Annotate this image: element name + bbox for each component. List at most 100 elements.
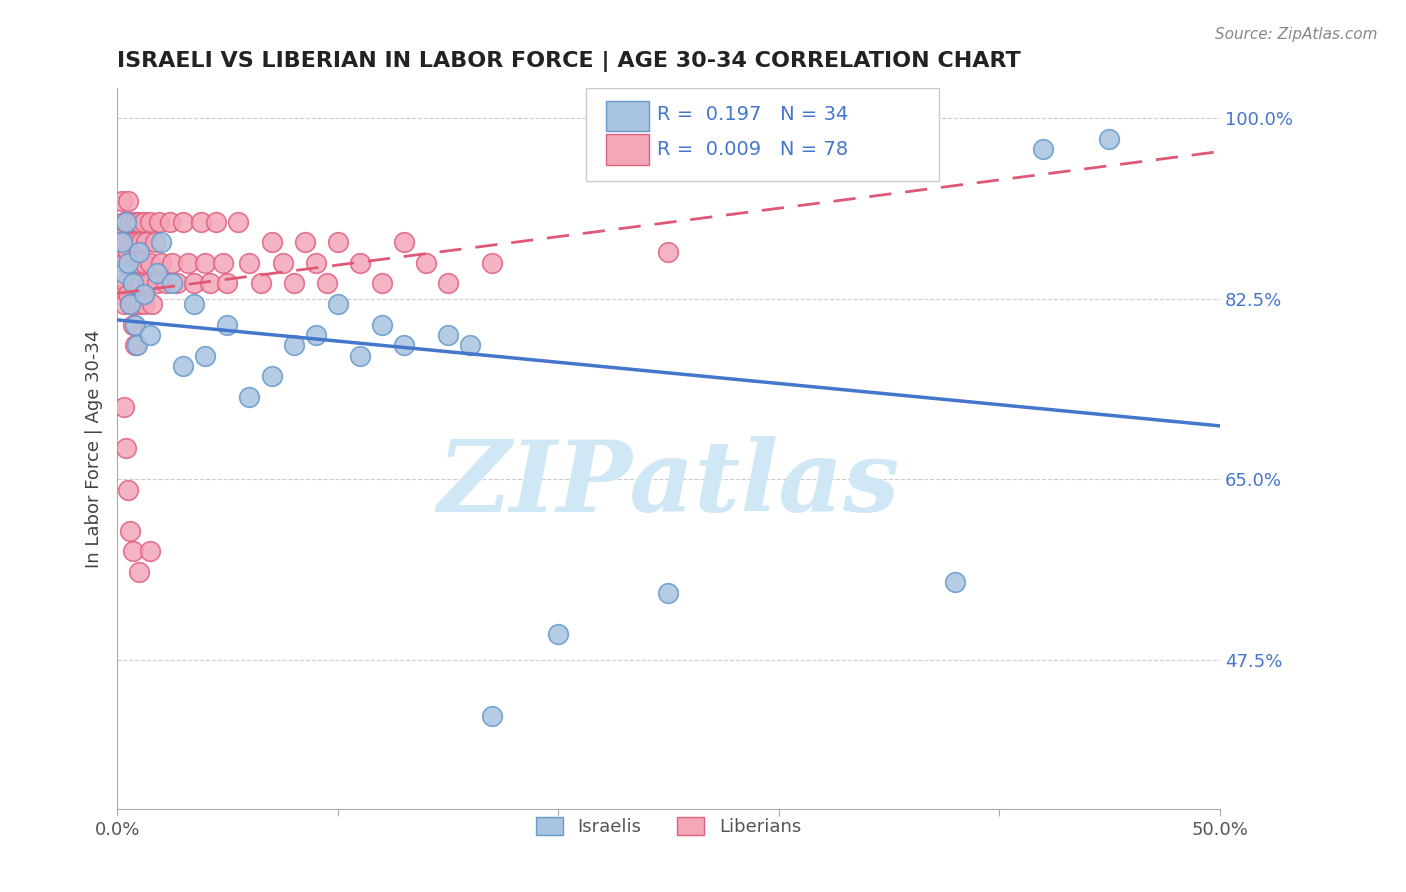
Point [120,256,142,270]
Point [162,256,184,270]
Point [108,235,131,249]
Point [326,235,349,249]
Point [657,585,679,599]
Point [943,575,966,590]
Point [150,256,173,270]
Point [315,277,337,291]
Point [112,297,135,311]
Point [212,256,235,270]
Point [124,318,146,332]
Point [371,277,394,291]
Point [657,245,679,260]
Point [117,483,139,497]
Point [125,277,148,291]
Point [128,297,150,311]
Point [183,277,205,291]
Text: ISRAELI VS LIBERIAN IN LABOR FORCE | AGE 30-34 CORRELATION CHART: ISRAELI VS LIBERIAN IN LABOR FORCE | AGE… [117,51,1021,71]
Point [110,286,132,301]
Point [177,256,200,270]
Point [132,256,155,270]
Point [121,277,143,291]
Point [217,318,239,332]
Point [115,235,138,249]
Point [110,245,132,260]
Point [132,214,155,228]
Point [458,338,481,352]
Point [117,286,139,301]
FancyBboxPatch shape [606,135,648,165]
Point [139,214,162,228]
Point [349,349,371,363]
Point [121,277,143,291]
Point [120,297,142,311]
Point [150,235,173,249]
Point [148,214,170,228]
Point [131,235,153,249]
Point [162,277,184,291]
Point [481,709,503,723]
Point [112,400,135,414]
Point [294,235,316,249]
Point [1098,132,1121,146]
Legend: Israelis, Liberians: Israelis, Liberians [529,810,808,844]
Point [128,245,150,260]
Point [146,266,169,280]
Text: R =  0.009   N = 78: R = 0.009 N = 78 [658,140,849,159]
Point [136,277,159,291]
Point [159,214,181,228]
Point [271,256,294,270]
Point [124,214,146,228]
Point [143,235,166,249]
Point [125,338,148,352]
Point [155,277,177,291]
Point [124,256,146,270]
Point [194,256,217,270]
Text: R =  0.197   N = 34: R = 0.197 N = 34 [658,105,849,125]
Point [190,214,212,228]
Point [112,214,135,228]
Point [112,256,135,270]
Point [110,235,132,249]
Point [392,338,415,352]
Point [120,297,142,311]
Point [125,235,148,249]
Point [1032,142,1054,156]
Point [392,235,415,249]
Point [166,277,188,291]
Point [183,297,205,311]
Point [117,245,139,260]
Point [217,277,239,291]
Point [124,297,146,311]
Text: Source: ZipAtlas.com: Source: ZipAtlas.com [1215,27,1378,42]
Point [121,544,143,558]
Point [115,214,138,228]
Point [112,266,135,280]
Point [120,214,142,228]
Point [304,327,326,342]
Point [146,277,169,291]
Point [437,277,460,291]
Point [415,256,437,270]
Point [115,277,138,291]
Text: ZIPatlas: ZIPatlas [437,436,900,533]
Point [141,297,163,311]
Point [139,256,162,270]
Point [128,256,150,270]
Point [349,256,371,270]
Point [547,627,569,641]
Point [205,214,228,228]
Point [194,349,217,363]
Point [260,235,283,249]
Point [304,256,326,270]
Point [128,214,150,228]
Point [117,194,139,208]
Point [283,277,305,291]
Point [132,286,155,301]
Y-axis label: In Labor Force | Age 30-34: In Labor Force | Age 30-34 [86,329,103,567]
Point [135,235,157,249]
Point [117,256,139,270]
Point [238,390,260,404]
FancyBboxPatch shape [606,101,648,131]
FancyBboxPatch shape [586,87,939,181]
Point [139,544,162,558]
